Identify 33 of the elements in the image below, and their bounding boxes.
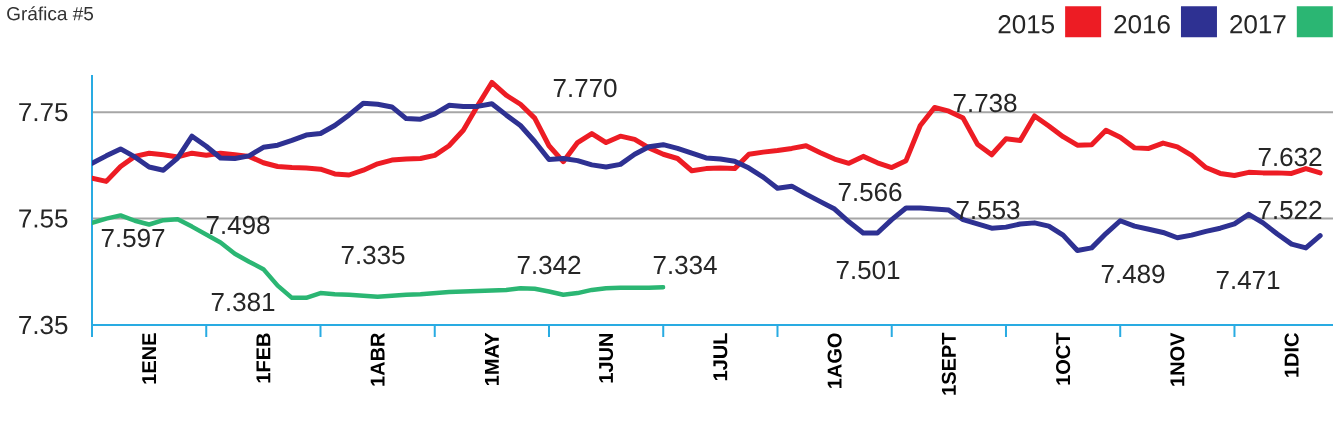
annotation: 7.381 — [211, 292, 275, 312]
annotation: 7.553 — [956, 200, 1020, 220]
x-tick-label: 1SEPT — [941, 332, 956, 395]
x-tick-label: 1FEB — [256, 333, 271, 383]
annotation: 7.501 — [836, 260, 900, 280]
x-tick-label: 1ENE — [142, 333, 157, 384]
y-tick-label: 7.35 — [19, 315, 68, 335]
annotation: 7.770 — [553, 78, 617, 98]
annotation: 7.522 — [1258, 200, 1322, 220]
x-tick-label: 1NOV — [1170, 332, 1185, 386]
x-tick-label: 1AGO — [827, 333, 842, 388]
annotation: 7.632 — [1258, 147, 1322, 167]
x-tick-label: 1JUL — [713, 333, 728, 381]
x-tick-label: 1JUN — [599, 333, 614, 383]
legend-label: 2016 — [1114, 15, 1170, 34]
annotation: 7.566 — [838, 182, 902, 202]
chart-title: Gráfica #5 — [7, 6, 94, 21]
annotation: 7.597 — [101, 228, 165, 248]
annotation: 7.342 — [517, 255, 581, 275]
legend-label: 2017 — [1230, 15, 1286, 34]
annotation: 7.489 — [1101, 264, 1165, 284]
legend-label: 2015 — [998, 15, 1055, 34]
y-tick-label: 7.75 — [19, 103, 68, 122]
x-tick-label: 1MAY — [484, 332, 499, 386]
annotation: 7.335 — [341, 245, 405, 265]
annotation: 7.334 — [653, 255, 717, 275]
x-tick-label: 1ABR — [370, 332, 385, 386]
x-tick-label: 1DIC — [1284, 333, 1299, 377]
x-tick-label: 1OCT — [1056, 332, 1071, 385]
annotation: 7.738 — [953, 93, 1017, 113]
annotation: 7.498 — [206, 215, 270, 235]
y-tick-label: 7.55 — [19, 209, 68, 228]
annotation: 7.471 — [1216, 271, 1280, 289]
